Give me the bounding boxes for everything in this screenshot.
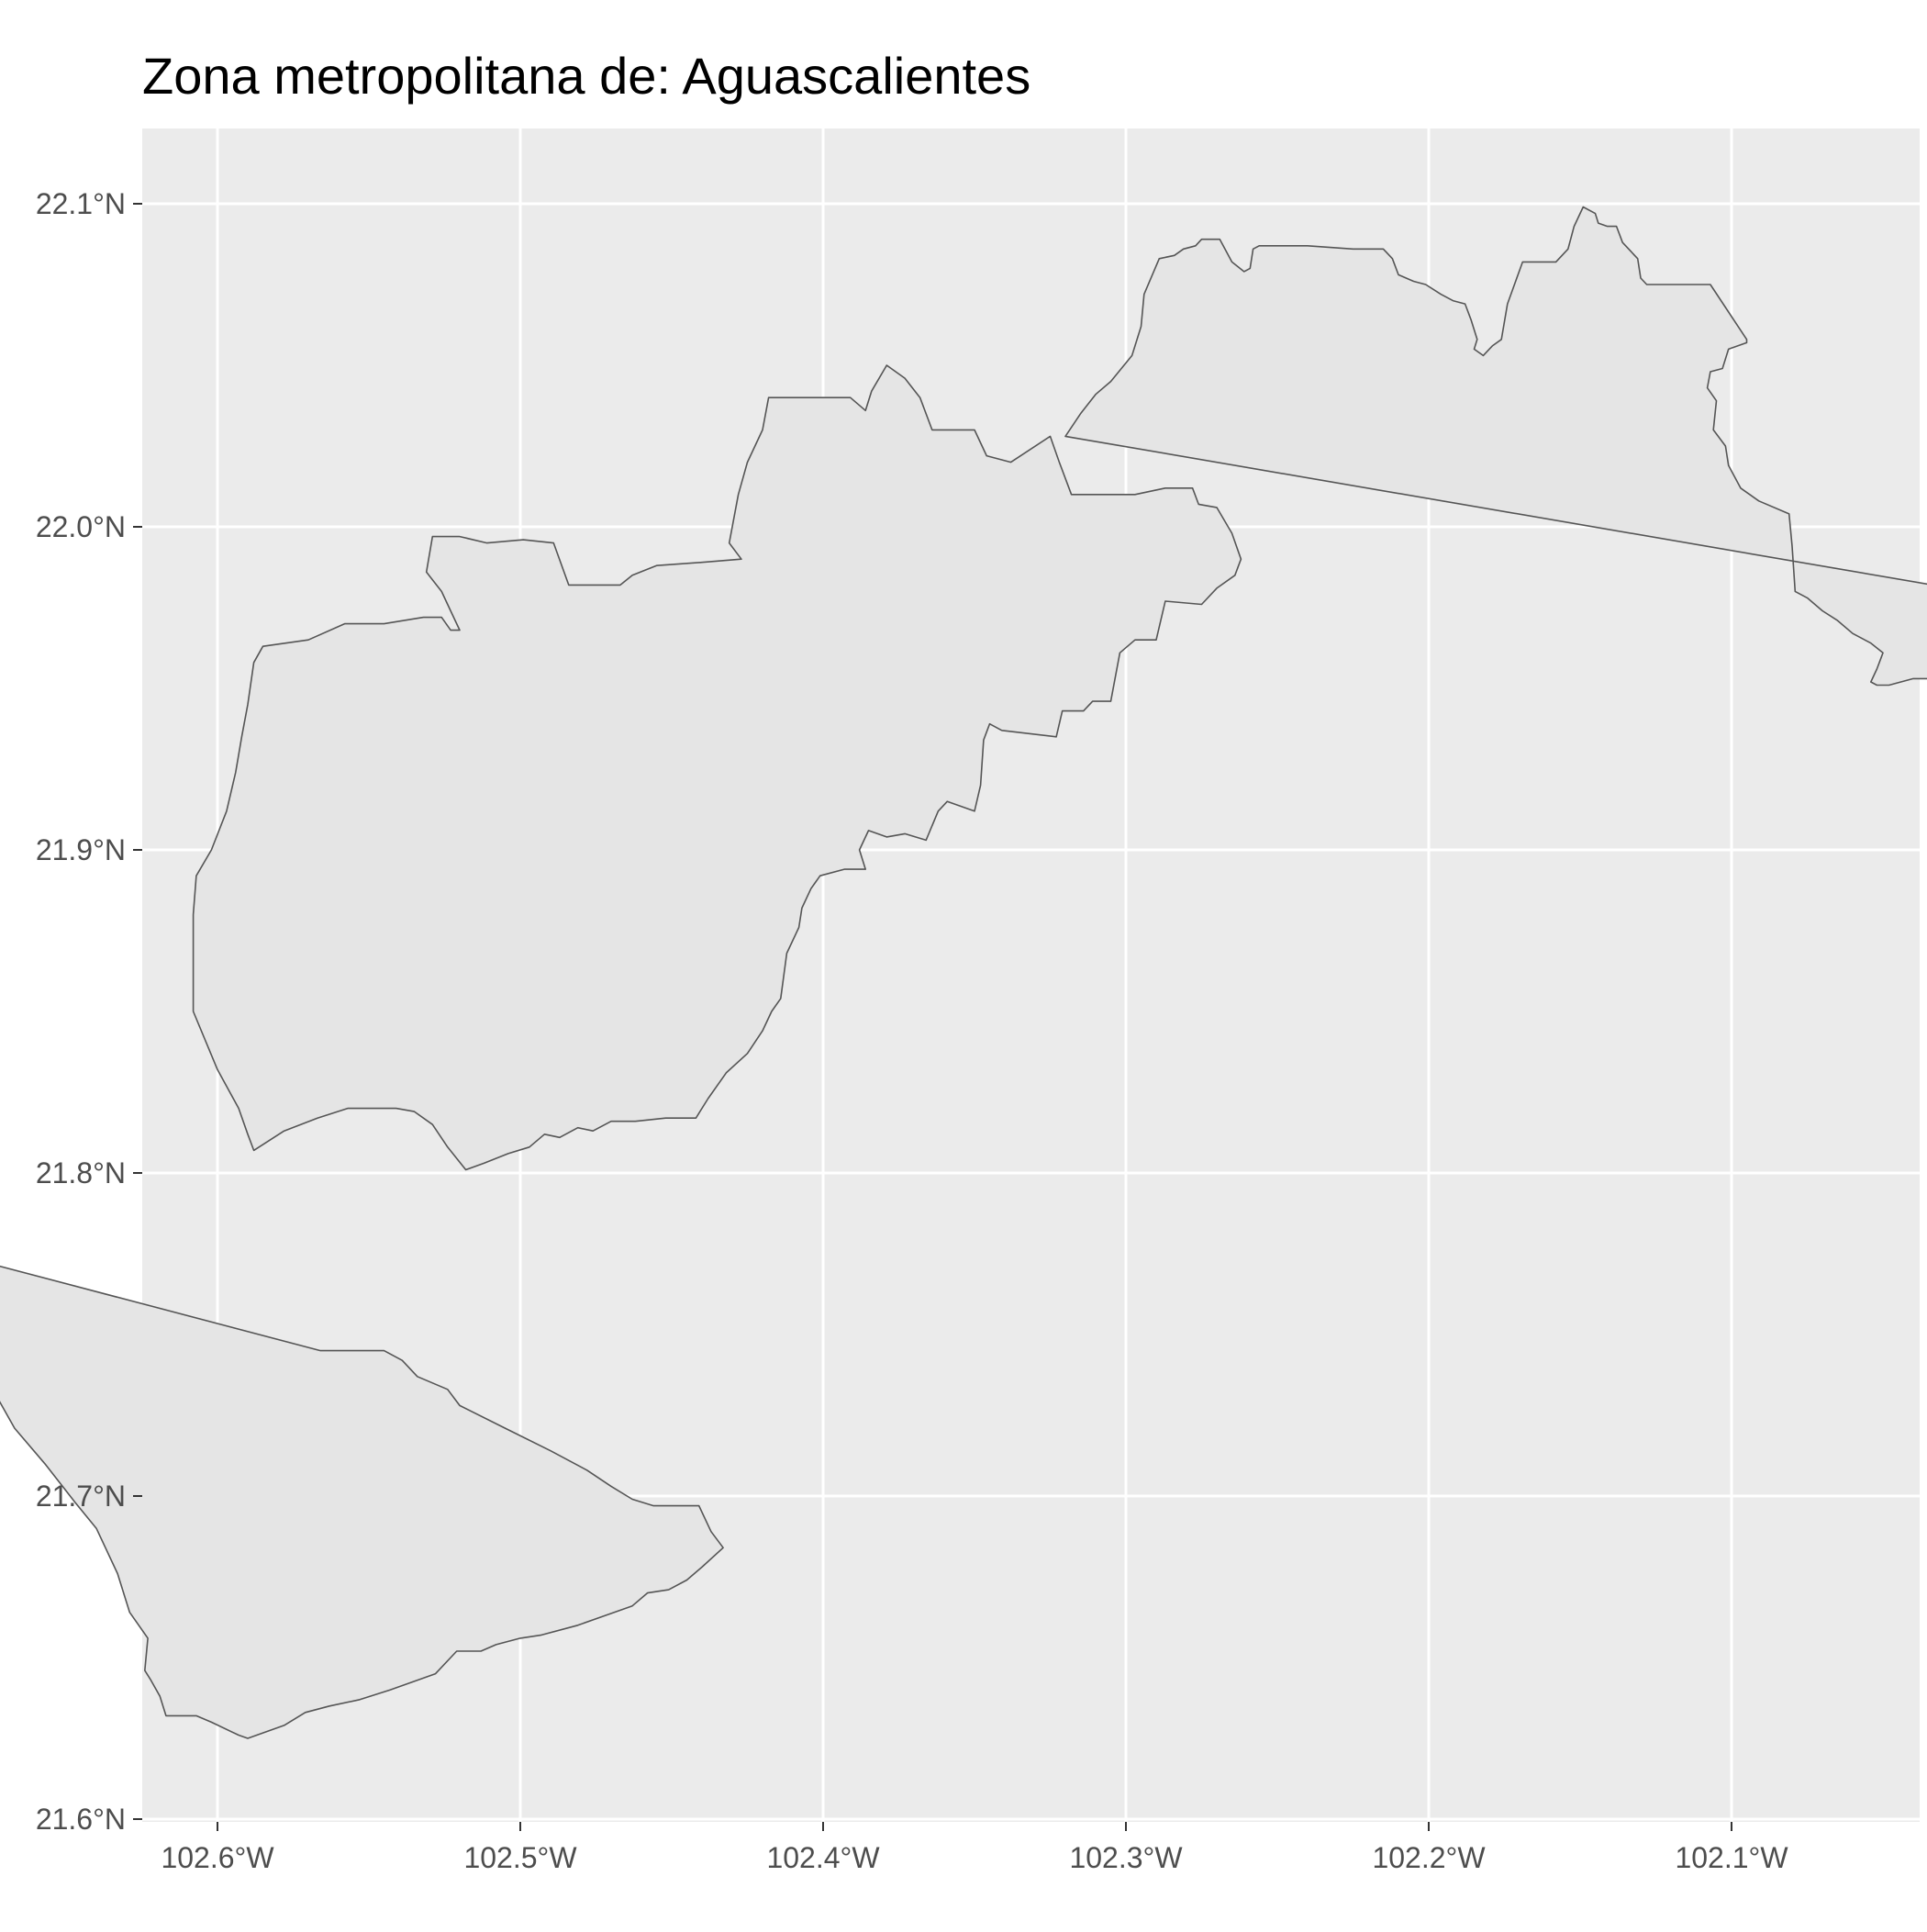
x-tick-label: 102.4°W [766, 1841, 880, 1874]
municipality-polygon [1064, 206, 1927, 687]
y-tick-label: 22.1°N [36, 187, 126, 220]
x-tick-label: 102.6°W [161, 1841, 274, 1874]
y-tick-label: 22.0°N [36, 510, 126, 543]
x-tick-label: 102.2°W [1372, 1841, 1486, 1874]
x-tick-label: 102.3°W [1069, 1841, 1183, 1874]
x-tick-label: 102.5°W [463, 1841, 577, 1874]
y-tick-label: 21.6°N [36, 1803, 126, 1836]
x-axis: 102.6°W 102.5°W 102.4°W 102.3°W 102.2°W 102.1… [161, 1822, 1788, 1874]
municipality-polygon [0, 1265, 724, 1739]
y-axis: 21.6°N 21.7°N 21.8°N 21.9°N 22.0°N 22.1°N [36, 187, 142, 1836]
x-tick-label: 102.1°W [1675, 1841, 1788, 1874]
municipality-polygon [192, 364, 1242, 1171]
region-group [0, 206, 1927, 1739]
y-tick-label: 21.7°N [36, 1480, 126, 1513]
y-tick-label: 21.8°N [36, 1156, 126, 1189]
y-tick-label: 21.9°N [36, 833, 126, 866]
plot-title: Zona metropolitana de: Aguascalientes [142, 47, 1031, 105]
